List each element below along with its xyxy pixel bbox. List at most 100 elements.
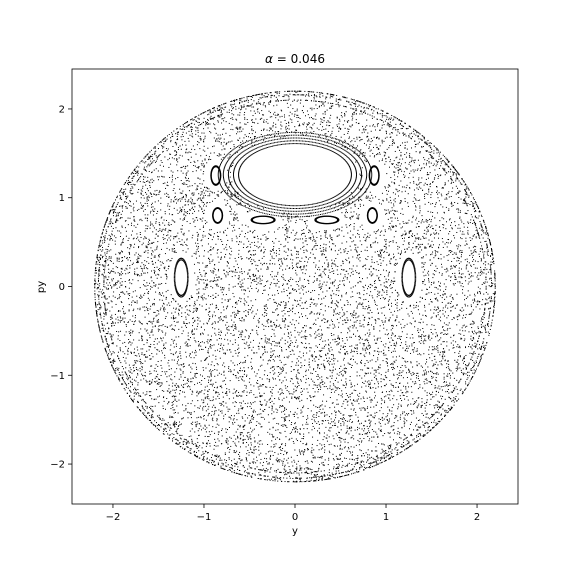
- scatter-point: [128, 309, 130, 311]
- scatter-point: [255, 313, 257, 315]
- scatter-point: [401, 357, 403, 359]
- scatter-point: [260, 426, 262, 428]
- scatter-point: [381, 399, 383, 401]
- scatter-point: [204, 386, 206, 388]
- scatter-point: [193, 451, 195, 453]
- scatter-point: [241, 285, 243, 287]
- scatter-point: [288, 315, 290, 317]
- scatter-point: [412, 242, 414, 244]
- scatter-point: [439, 289, 441, 291]
- scatter-point: [278, 240, 280, 242]
- scatter-point: [183, 218, 185, 220]
- scatter-point: [105, 328, 107, 330]
- scatter-point: [421, 297, 423, 299]
- scatter-point: [422, 331, 424, 333]
- scatter-point: [200, 163, 202, 165]
- scatter-point: [202, 367, 204, 369]
- title-value: 0.046: [291, 52, 325, 66]
- scatter-point: [410, 304, 412, 306]
- scatter-point: [262, 353, 264, 355]
- scatter-point: [414, 381, 416, 383]
- scatter-point: [340, 265, 342, 267]
- scatter-point: [305, 256, 307, 258]
- scatter-point: [418, 436, 419, 438]
- scatter-point: [384, 209, 386, 211]
- scatter-point: [126, 268, 128, 270]
- scatter-point: [394, 262, 396, 264]
- scatter-point: [215, 280, 217, 282]
- scatter-point: [242, 146, 244, 148]
- scatter-point: [263, 121, 265, 123]
- scatter-point: [174, 250, 176, 252]
- scatter-point: [238, 253, 240, 255]
- scatter-point: [338, 249, 340, 251]
- scatter-point: [150, 276, 152, 278]
- scatter-point: [472, 331, 474, 333]
- scatter-point: [459, 211, 461, 213]
- scatter-point: [341, 461, 343, 463]
- scatter-point: [231, 240, 233, 242]
- scatter-point: [185, 441, 187, 443]
- scatter-point: [310, 451, 312, 453]
- scatter-point: [105, 275, 107, 277]
- scatter-point: [380, 397, 382, 399]
- scatter-point: [367, 195, 369, 197]
- scatter-point: [159, 228, 161, 230]
- scatter-point: [205, 367, 207, 369]
- scatter-point: [308, 229, 310, 231]
- scatter-point: [150, 210, 152, 212]
- scatter-point: [176, 158, 178, 160]
- scatter-point: [281, 444, 283, 446]
- scatter-point: [452, 283, 454, 285]
- scatter-point: [446, 345, 448, 347]
- scatter-point: [175, 423, 177, 425]
- scatter-point: [163, 348, 165, 350]
- scatter-point: [384, 276, 386, 278]
- scatter-point: [397, 146, 399, 148]
- scatter-point: [103, 285, 105, 287]
- scatter-point: [474, 295, 476, 297]
- scatter-point: [239, 286, 241, 288]
- scatter-point: [397, 176, 399, 178]
- scatter-point: [266, 313, 268, 315]
- scatter-point: [111, 322, 113, 324]
- scatter-point: [469, 294, 471, 296]
- scatter-point: [309, 257, 311, 259]
- scatter-point: [240, 203, 242, 205]
- scatter-point: [159, 291, 161, 293]
- scatter-point: [341, 296, 343, 298]
- scatter-point: [215, 243, 217, 245]
- scatter-point: [401, 186, 403, 188]
- scatter-point: [139, 219, 141, 221]
- scatter-point: [151, 178, 153, 180]
- scatter-point: [132, 291, 134, 293]
- scatter-point: [131, 193, 133, 195]
- scatter-point: [383, 327, 385, 329]
- scatter-point: [250, 365, 252, 367]
- scatter-point: [143, 279, 145, 281]
- scatter-point: [337, 445, 339, 447]
- scatter-point: [210, 152, 212, 154]
- scatter-point: [465, 354, 467, 356]
- scatter-point: [296, 472, 298, 474]
- scatter-point: [112, 351, 114, 353]
- scatter-point: [198, 292, 200, 294]
- scatter-point: [395, 123, 397, 125]
- scatter-point: [347, 400, 349, 402]
- scatter-point: [105, 277, 107, 279]
- scatter-point: [208, 156, 210, 158]
- scatter-point: [240, 258, 242, 260]
- scatter-point: [209, 459, 211, 461]
- scatter-point: [241, 224, 243, 226]
- scatter-point: [215, 458, 217, 460]
- title-prefix: α =: [265, 52, 291, 66]
- scatter-point: [191, 206, 193, 208]
- scatter-point: [309, 231, 311, 233]
- scatter-point: [312, 235, 314, 237]
- scatter-point: [173, 346, 175, 348]
- scatter-point: [237, 410, 239, 412]
- scatter-point: [373, 326, 375, 328]
- scatter-point: [403, 423, 405, 425]
- scatter-point: [282, 405, 284, 407]
- scatter-point: [338, 458, 340, 460]
